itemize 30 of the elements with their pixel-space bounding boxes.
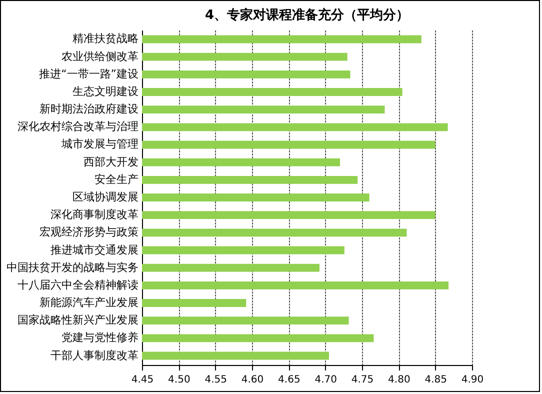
x-tick-label: 4.85 bbox=[424, 374, 447, 386]
y-tick-label: 新能源汽车产业发展 bbox=[40, 296, 138, 310]
y-tick-label: 新时期法治政府建设 bbox=[40, 102, 138, 116]
x-tick-label: 4.55 bbox=[204, 374, 227, 386]
x-tick-label: 4.65 bbox=[278, 374, 300, 386]
x-tick-label: 4.45 bbox=[131, 374, 154, 386]
x-tick-label: 4.70 bbox=[314, 374, 337, 386]
x-tick-label: 4.60 bbox=[241, 374, 264, 386]
y-tick-label: 安全生产 bbox=[94, 172, 138, 186]
y-tick-label: 深化农村综合改革与治理 bbox=[18, 120, 138, 134]
y-tick-label: 宏观经济形势与政策 bbox=[40, 226, 138, 239]
y-tick-label: 区域协调发展 bbox=[72, 190, 138, 204]
y-tick-label: 国家战略性新兴产业发展 bbox=[18, 314, 138, 327]
y-tick-label: 西部大开发 bbox=[84, 155, 138, 168]
y-tick-label: 中国扶贫开发的战略与实务 bbox=[6, 260, 138, 274]
x-tick-label: 4.90 bbox=[461, 374, 484, 386]
x-tick-label: 4.80 bbox=[388, 374, 410, 386]
y-tick-label: 农业供给侧改革 bbox=[62, 50, 138, 63]
y-tick-label: 推进“一带一路”建设 bbox=[39, 67, 138, 80]
y-tick-label: 党建与党性修养 bbox=[62, 331, 138, 344]
y-tick-label: 干部人事制度改革 bbox=[50, 348, 138, 362]
chart-title: 4、专家对课程准备充分（平均分） bbox=[204, 7, 410, 23]
y-tick-label: 推进城市交通发展 bbox=[50, 243, 138, 256]
y-tick-label: 城市发展与管理 bbox=[60, 138, 138, 151]
x-tick-label: 4.75 bbox=[351, 374, 374, 386]
y-tick-label: 精准扶贫战略 bbox=[72, 32, 138, 46]
y-tick-label: 生态文明建设 bbox=[72, 84, 138, 98]
y-tick-label: 深化商事制度改革 bbox=[50, 208, 138, 222]
y-tick-label: 十八届六中全会精神解读 bbox=[18, 278, 138, 292]
x-tick-label: 4.50 bbox=[168, 374, 190, 386]
